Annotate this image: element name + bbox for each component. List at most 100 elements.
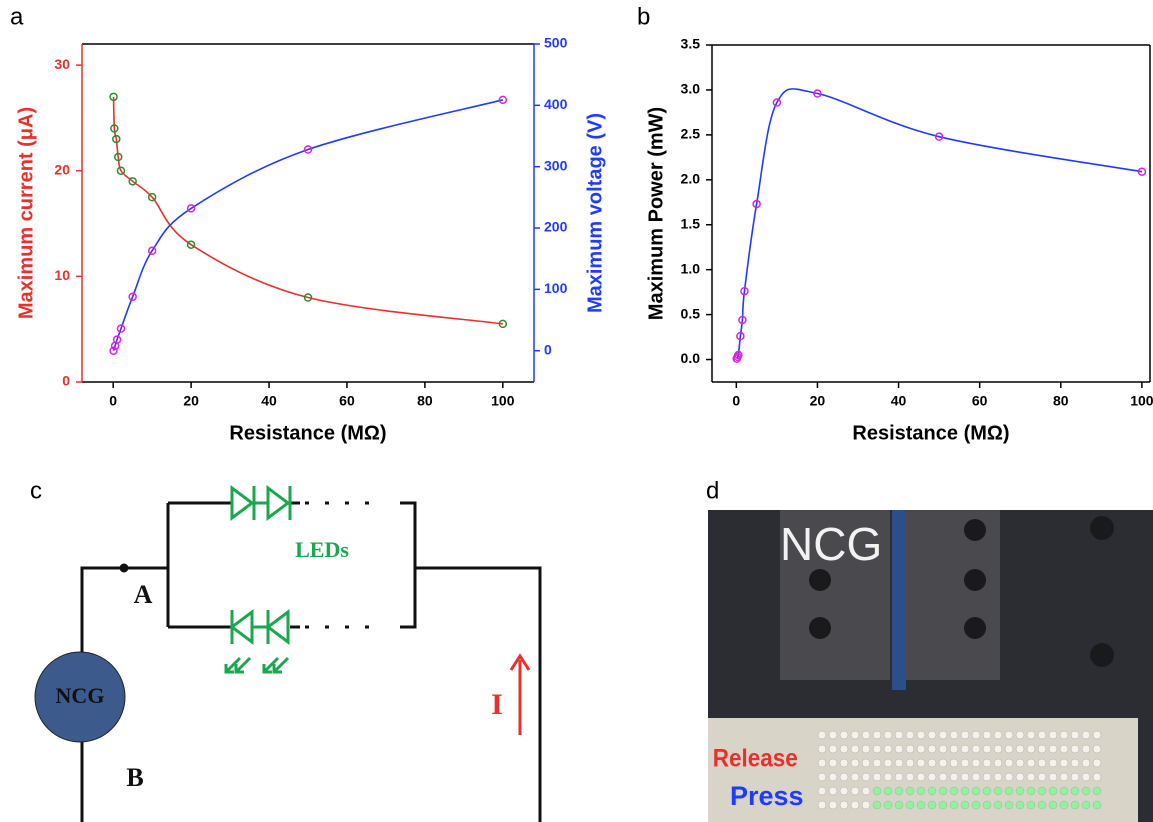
data-point	[186, 240, 196, 249]
led-dot	[872, 772, 882, 782]
led-dot	[872, 758, 882, 768]
y-tick-label: 0	[62, 373, 70, 389]
data-point	[116, 166, 126, 175]
photo	[708, 510, 1153, 822]
led	[230, 485, 255, 521]
photo-label: Press	[730, 781, 804, 811]
data-point	[303, 293, 313, 302]
led-dot	[905, 758, 915, 768]
led-dot	[1015, 786, 1025, 796]
y-tick-label: 3.0	[681, 81, 701, 97]
led-dot	[927, 786, 937, 796]
led-dot	[1092, 786, 1102, 796]
circuit	[80, 501, 542, 822]
fit-line	[736, 88, 1143, 359]
photo-label: NCG	[780, 518, 882, 570]
x-tick-label: 0	[732, 393, 740, 409]
led-dot	[938, 786, 948, 796]
data-point	[734, 350, 743, 360]
led-dot	[960, 772, 970, 782]
led-dot	[1070, 786, 1080, 796]
x-tick-label: 100	[491, 393, 515, 409]
led-dot	[872, 744, 882, 754]
led-dot	[883, 730, 893, 740]
x-tick-label: 60	[972, 393, 988, 409]
y-tick-label: 2.0	[681, 171, 701, 187]
data-point	[813, 89, 822, 98]
led-dot	[949, 744, 959, 754]
led-dot	[828, 772, 838, 782]
x-tick-label: 80	[1053, 393, 1069, 409]
x-tick-label: 100	[1130, 393, 1153, 409]
led-dot	[916, 758, 926, 768]
led-group	[224, 485, 292, 674]
panel-label: c	[30, 477, 42, 504]
led-dot	[938, 800, 948, 810]
y2-tick-label: 100	[544, 280, 568, 296]
led-dot	[1037, 744, 1047, 754]
data-point	[112, 134, 121, 144]
data-point	[303, 145, 313, 154]
data-point	[109, 346, 118, 355]
led-dot	[938, 730, 948, 740]
led-dot	[905, 730, 915, 740]
data-point	[1137, 167, 1147, 176]
x-tick-label: 20	[810, 393, 826, 409]
data-point	[147, 192, 157, 202]
led-dot	[971, 772, 981, 782]
led	[229, 609, 254, 645]
led-dot	[1037, 758, 1047, 768]
led	[265, 609, 290, 645]
led-dot	[883, 758, 893, 768]
photo-label: Release	[713, 745, 798, 773]
led-dot	[905, 800, 915, 810]
x-tick-label: 60	[339, 393, 355, 409]
y2-tick-label: 200	[544, 219, 568, 235]
led-dot	[817, 744, 827, 754]
led-dot	[1081, 772, 1091, 782]
y-tick-label: 20	[54, 161, 70, 177]
led-dot	[1015, 772, 1025, 782]
led-dot	[1015, 744, 1025, 754]
data-point	[110, 124, 119, 133]
data-point	[498, 95, 508, 105]
led-dot	[1037, 786, 1047, 796]
led-dot	[883, 772, 893, 782]
y-tick-label: 0.5	[681, 305, 701, 321]
led-dot	[982, 800, 992, 810]
data-point	[112, 335, 122, 344]
led-dot	[817, 772, 827, 782]
panel-label: d	[706, 477, 719, 504]
led-dot	[1004, 758, 1014, 768]
led-dot	[839, 800, 849, 810]
led-dot	[1081, 730, 1091, 740]
led-dot	[872, 800, 882, 810]
led-dot	[938, 758, 948, 768]
led-dot	[1004, 772, 1014, 782]
led-dot	[993, 786, 1003, 796]
led-dot	[971, 800, 981, 810]
led-dot	[927, 744, 937, 754]
led-dot	[894, 744, 904, 754]
led-dot	[938, 744, 948, 754]
led-dot	[927, 800, 937, 810]
led-dot	[1037, 772, 1047, 782]
led-dot	[850, 744, 860, 754]
led-dot	[1081, 744, 1091, 754]
led-dot	[1081, 758, 1091, 768]
led-dot	[828, 786, 838, 796]
led-dot	[971, 744, 981, 754]
x-tick-label: 80	[417, 393, 433, 409]
led-dot	[1059, 800, 1069, 810]
y2-tick-label: 500	[544, 35, 568, 51]
led-dot	[971, 730, 981, 740]
x-tick-label: 40	[891, 393, 907, 409]
y2-tick-label: 300	[544, 157, 568, 173]
led-dot	[861, 786, 871, 796]
led-dot	[850, 786, 860, 796]
led-dot	[927, 758, 937, 768]
led-dot	[817, 730, 827, 740]
led-dot	[1048, 744, 1058, 754]
led-dot	[1004, 786, 1014, 796]
